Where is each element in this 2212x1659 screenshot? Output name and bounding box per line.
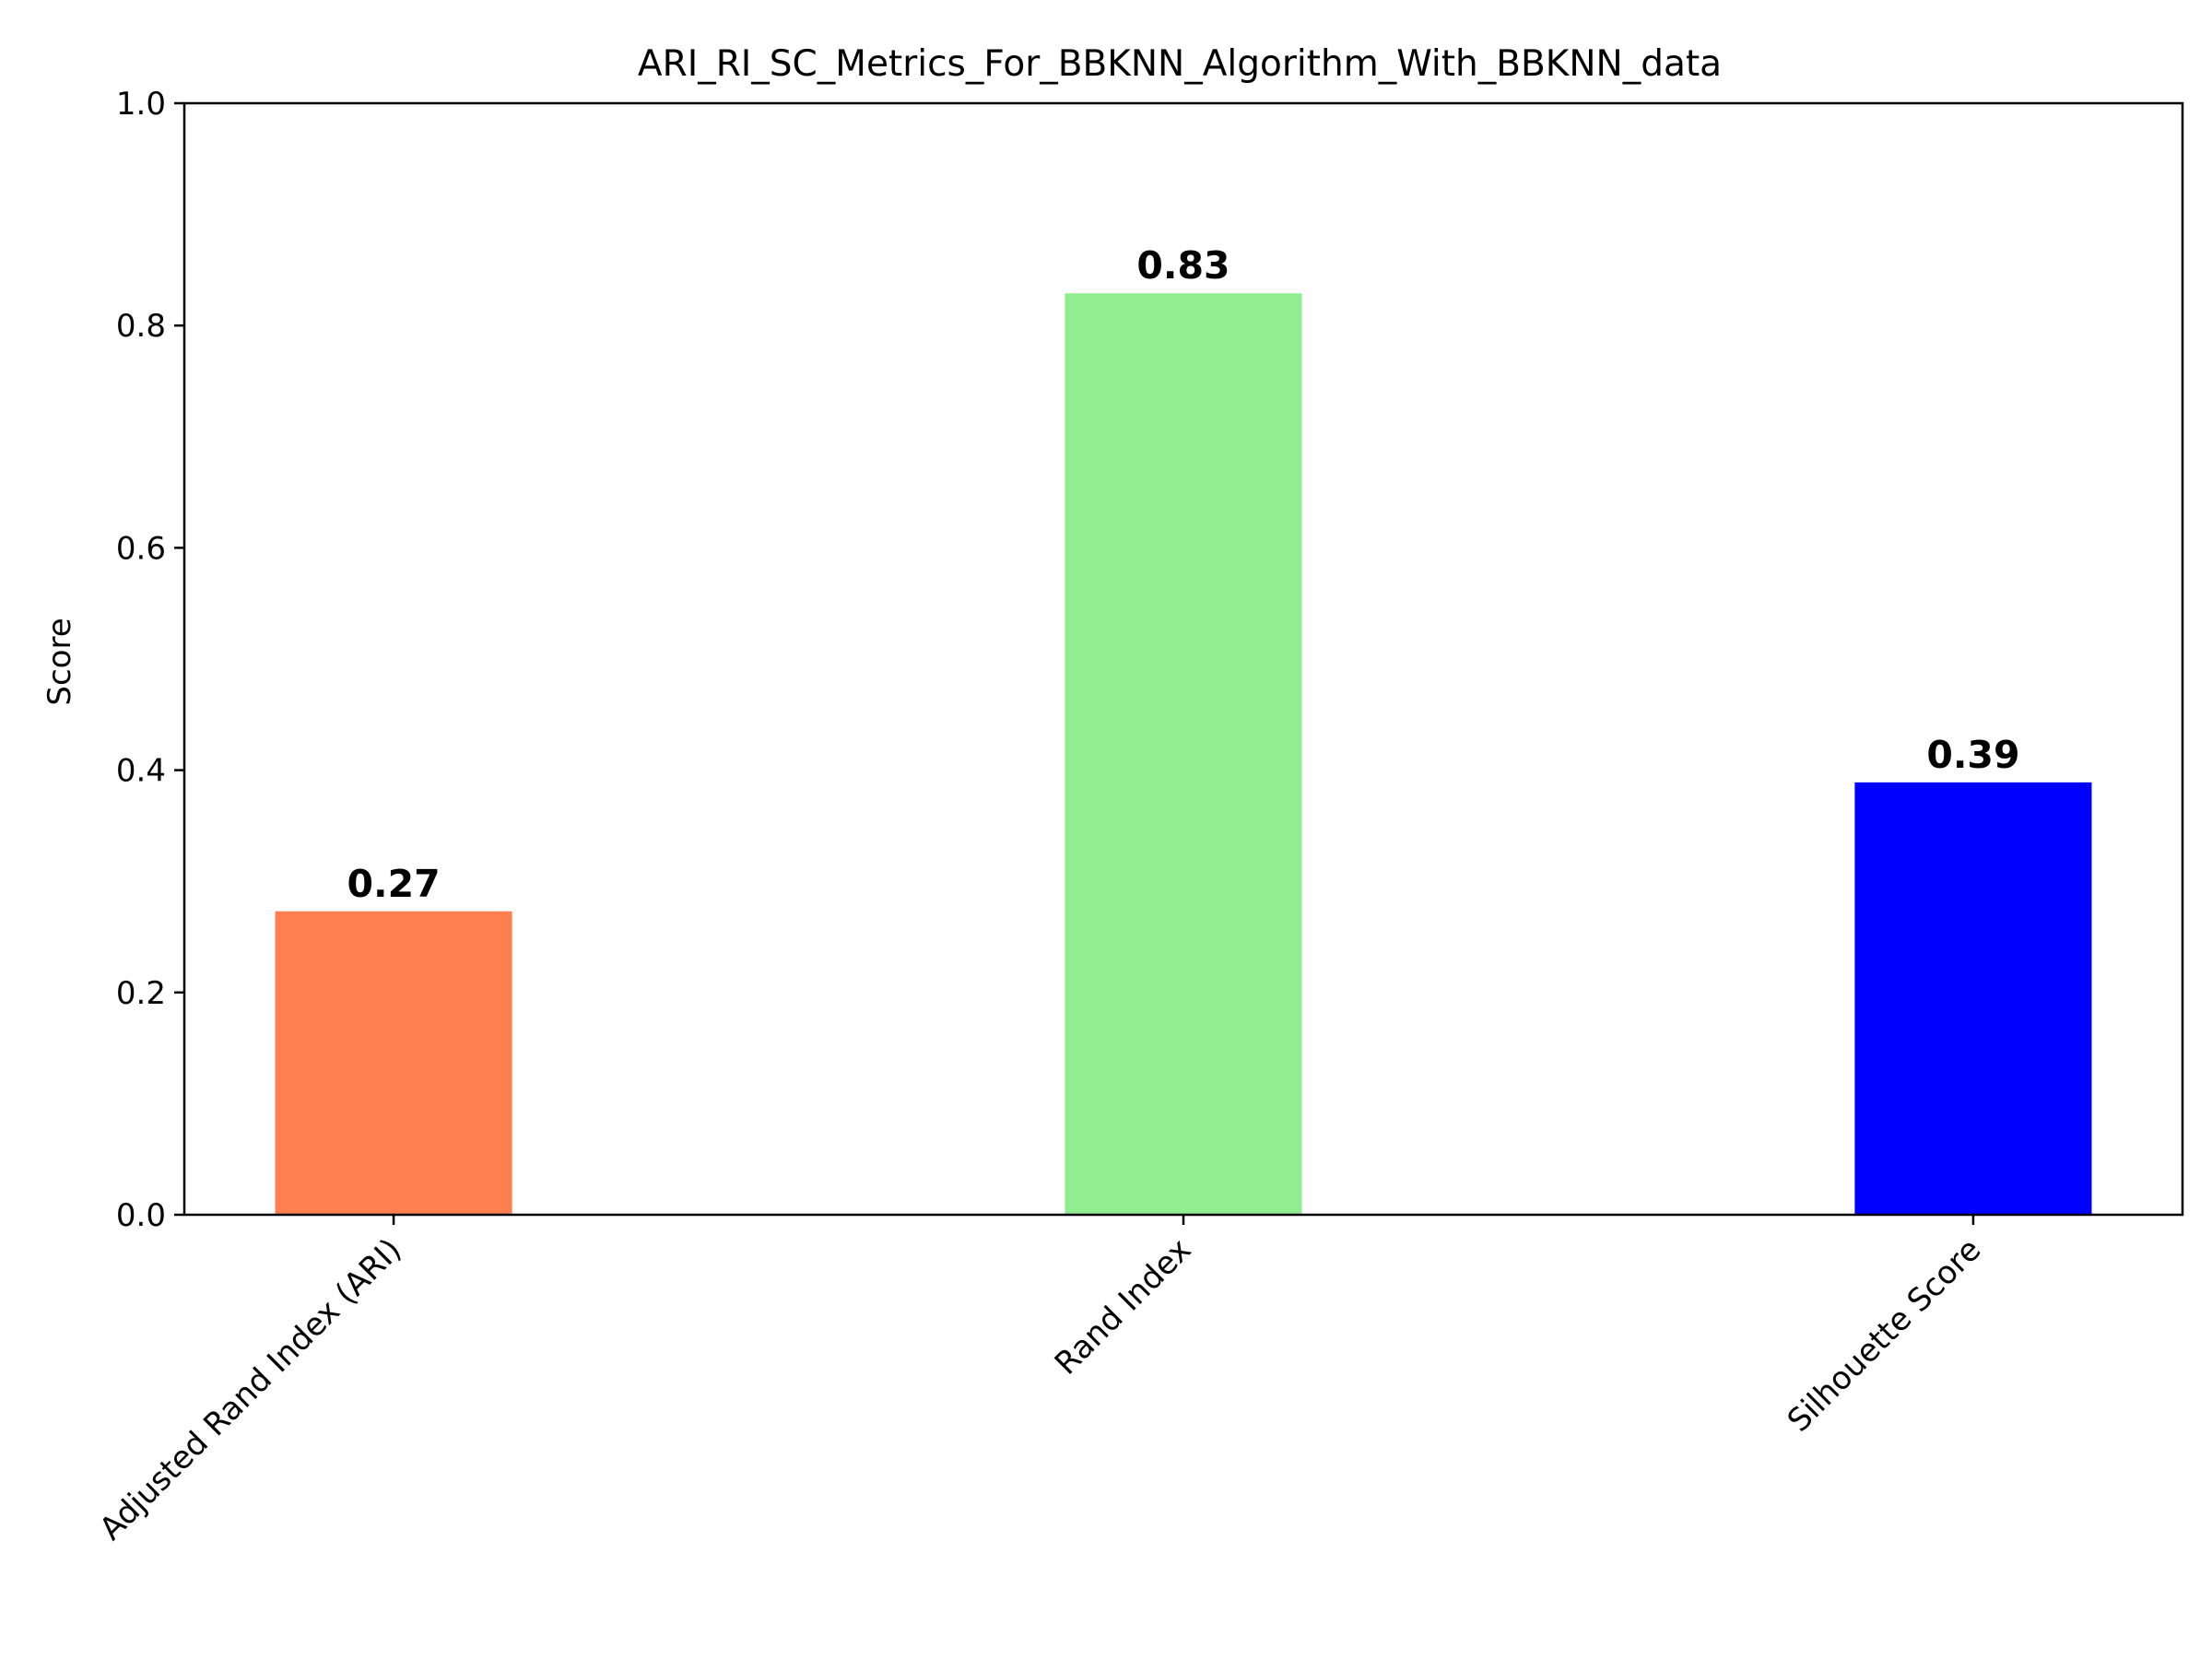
bar-1	[1065, 293, 1302, 1215]
bars-layer: 0.27 0.83 0.39	[275, 243, 2092, 1215]
plot-frame	[182, 101, 2184, 1217]
bar-value-label-0: 0.27	[347, 862, 440, 906]
bar-2	[1854, 782, 2092, 1215]
chart-title: ARI_RI_SC_Metrics_For_BBKNN_Algorithm_Wi…	[638, 43, 1722, 85]
y-tick-label-2: 0.4	[116, 753, 166, 790]
bar-value-label-1: 0.83	[1136, 243, 1230, 288]
y-tick-label-3: 0.6	[116, 530, 166, 567]
y-tick-label-0: 0.0	[116, 1197, 166, 1234]
y-tick-label-1: 0.2	[116, 975, 166, 1012]
y-tick-label-4: 0.8	[116, 308, 166, 345]
y-axis: 0.0 0.2 0.4 0.6 0.8 1.0	[116, 86, 184, 1234]
y-tick-label-5: 1.0	[116, 86, 166, 123]
bar-value-label-2: 0.39	[1926, 733, 2019, 777]
bar-0	[275, 911, 512, 1215]
y-axis-label: Score	[41, 618, 78, 705]
